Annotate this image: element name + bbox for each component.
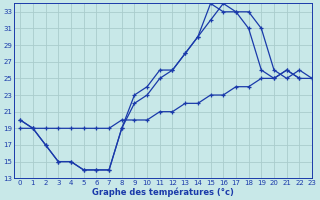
X-axis label: Graphe des températures (°c): Graphe des températures (°c) <box>92 187 234 197</box>
